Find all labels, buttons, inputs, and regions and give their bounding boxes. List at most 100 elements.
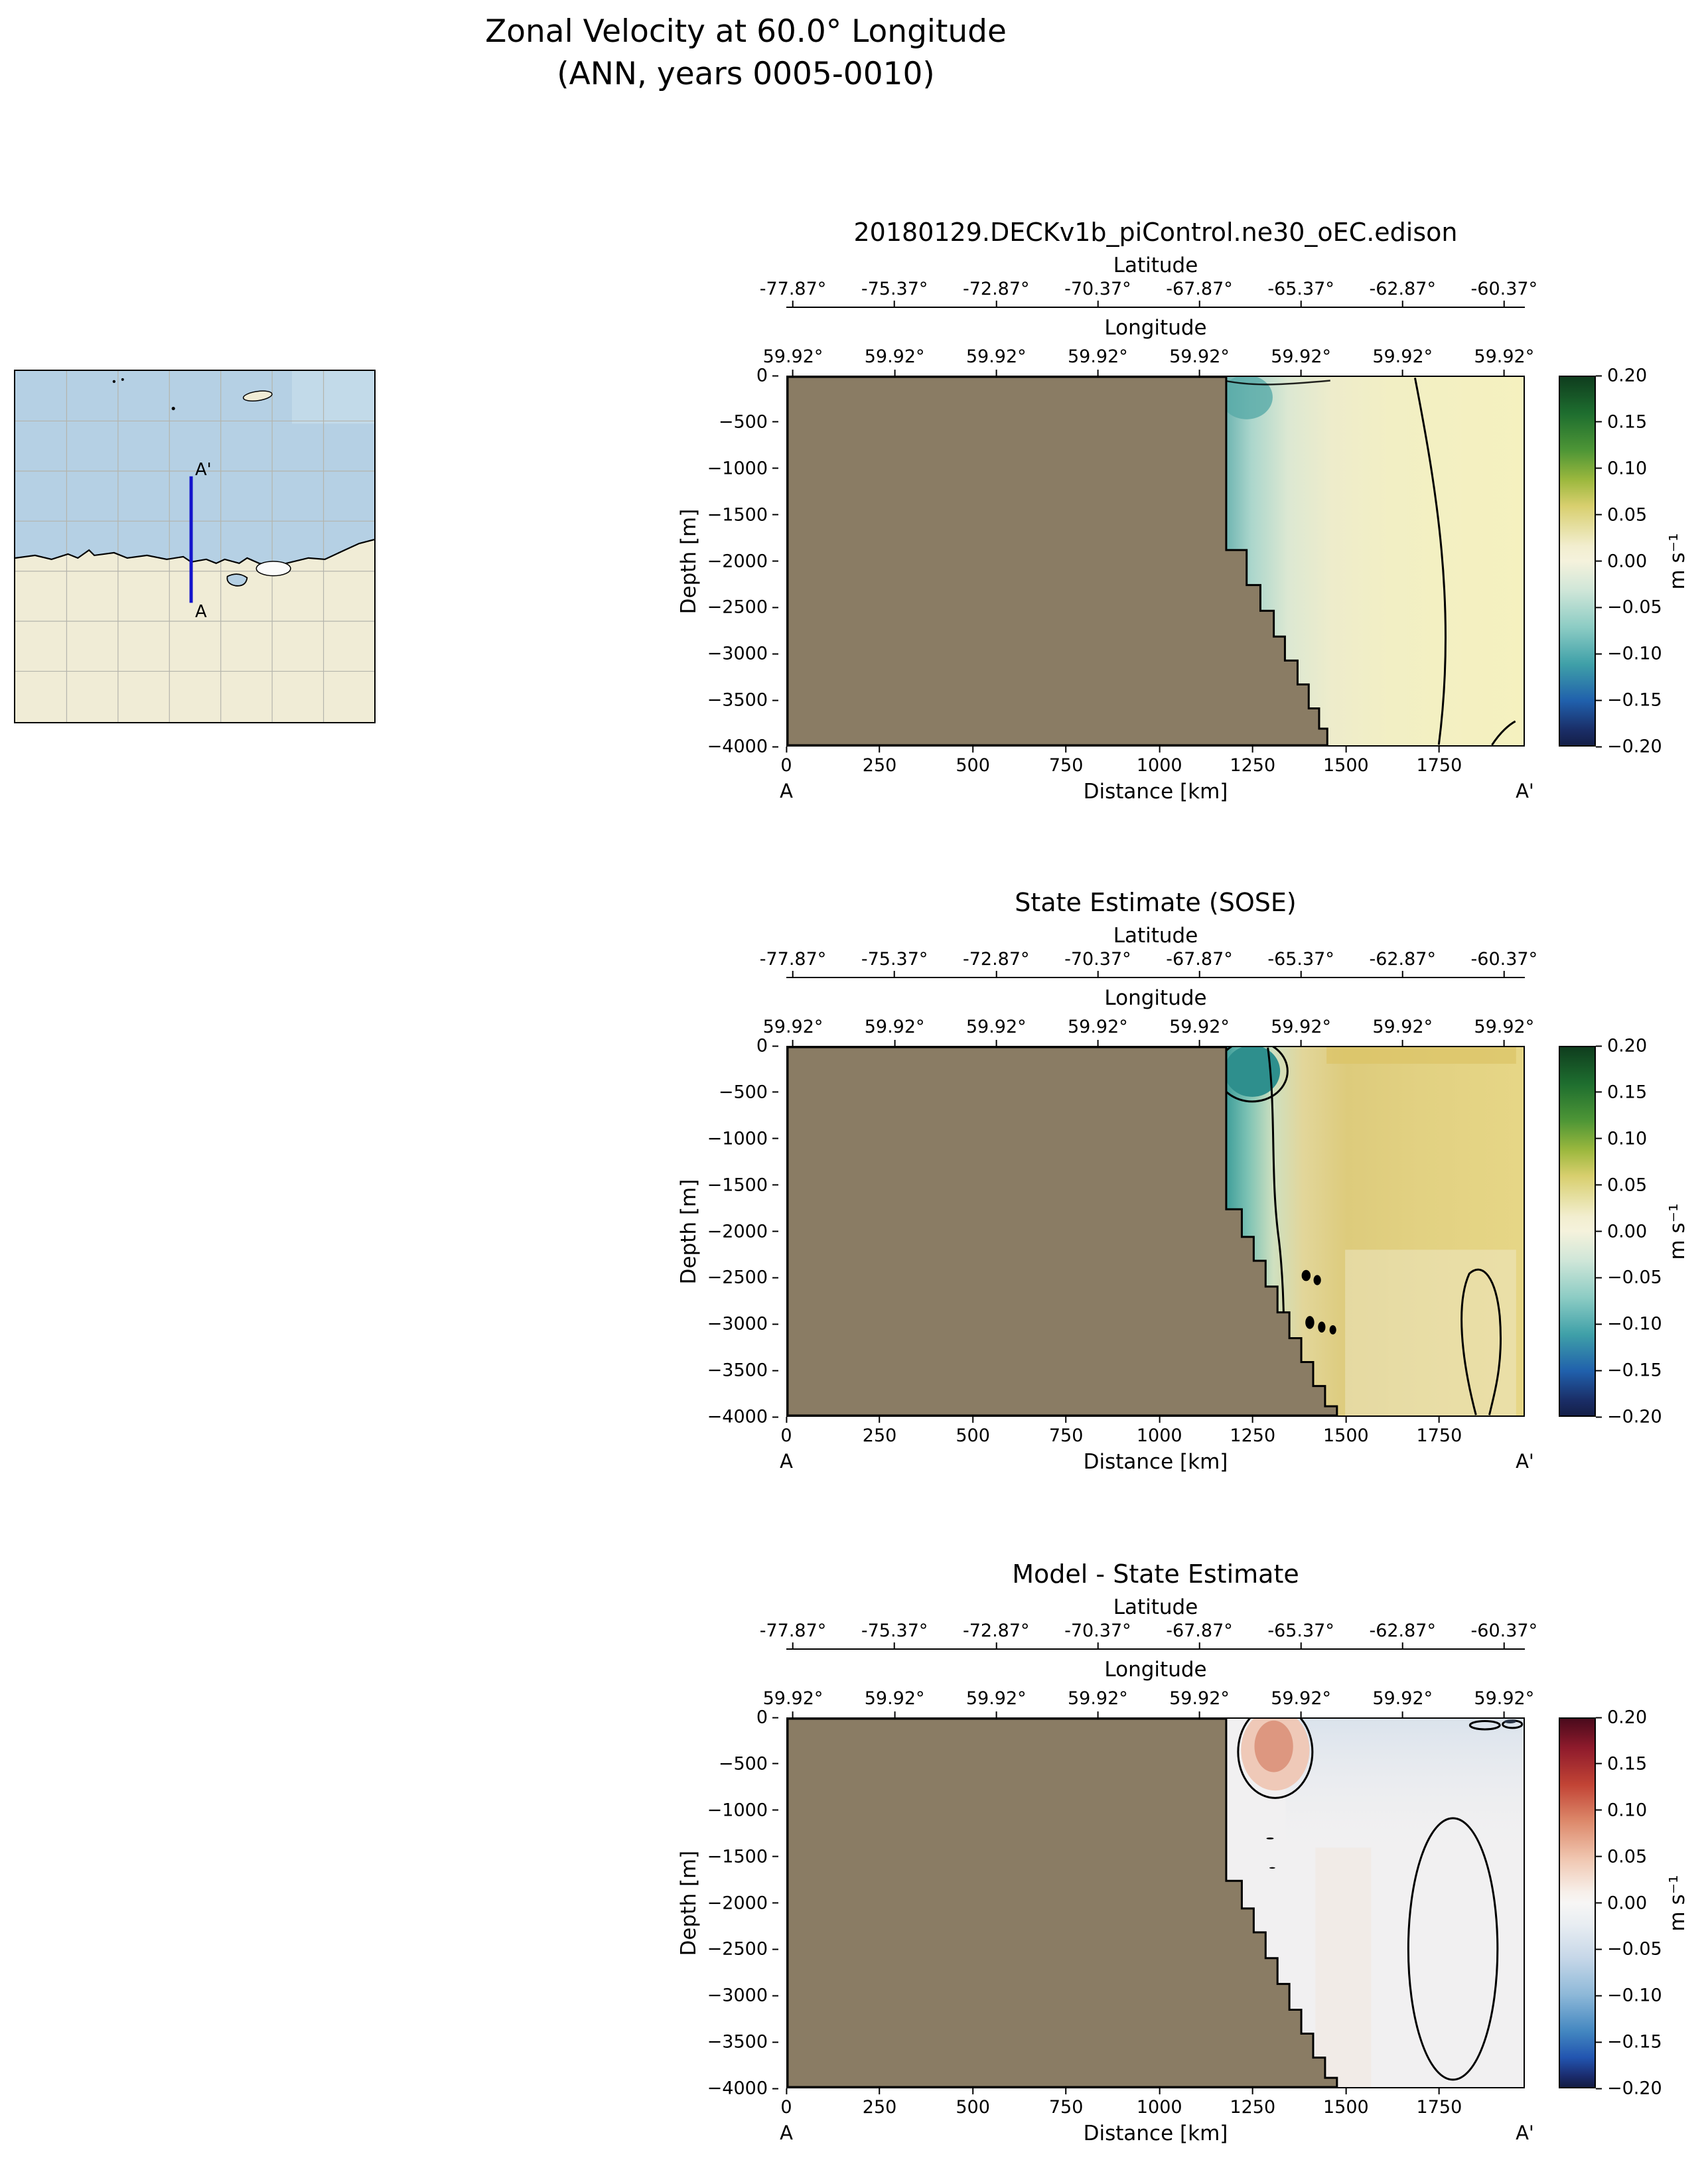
zero-difference-contour	[1408, 1818, 1497, 2080]
transect-endpoints: A A'	[780, 2122, 1534, 2145]
sose-section-heatmap	[788, 1047, 1524, 1415]
colorbar-unit-label: m s⁻¹	[1666, 1203, 1689, 1260]
distance-tick-label: 1250	[1230, 1417, 1275, 1447]
longitude-tick-label: 59.92°	[1271, 346, 1331, 376]
latitude-tick-label: -70.37°	[1064, 1621, 1131, 1648]
colorbar-unit-label: m s⁻¹	[1666, 533, 1689, 590]
distance-tick-label: 0	[780, 1417, 792, 1447]
map-islet	[171, 406, 175, 411]
colorbar-tick-label: −0.05	[1596, 597, 1662, 618]
longitude-tick-label: 59.92°	[763, 346, 823, 376]
latitude-tick-label: -72.87°	[963, 1621, 1030, 1648]
distance-tick-label: 1250	[1230, 2088, 1275, 2119]
zero-contour	[1415, 378, 1445, 745]
distance-ticks: 0 250 500 750 1000 1250 1500 1750	[780, 747, 1525, 777]
depth-tick-label: −1000	[707, 458, 778, 478]
latitude-tick-label: -75.37°	[861, 1621, 928, 1648]
deep-weak-flow-region	[1345, 1250, 1516, 1415]
map-transect-end-label: A'	[195, 460, 212, 480]
distance-tick-label: 1750	[1417, 2088, 1462, 2119]
latitude-axis-label: Latitude	[1113, 924, 1198, 948]
longitude-axis-label: Longitude	[1104, 1658, 1207, 1682]
latitude-tick-label: -72.87°	[963, 279, 1030, 307]
distance-tick-label: 1500	[1323, 2088, 1369, 2119]
distance-tick-label: 250	[863, 2088, 897, 2119]
depth-tick-label: −4000	[707, 1407, 778, 1427]
colorbar-tick-label: −0.15	[1596, 690, 1662, 711]
depth-ticks: 0 −500 −1000 −1500 −2000 −2500 −3000 −3500 −4000	[677, 1707, 778, 2099]
map-inset-svg: A' A	[15, 371, 374, 722]
colorbar-tick-label: 0.05	[1596, 1175, 1647, 1195]
longitude-tick-label: 59.92°	[1474, 1017, 1534, 1046]
shelf-jet-core	[1220, 377, 1273, 419]
depth-axis-label: Depth [m]	[677, 1850, 701, 1956]
depth-axis-label: Depth [m]	[677, 508, 701, 615]
land-mask	[788, 1047, 1337, 1415]
distance-ticks: 0 250 500 750 1000 1250 1500 1750	[780, 2088, 1525, 2119]
latitude-tick-label: -72.87°	[963, 949, 1030, 977]
corner-contour	[1470, 1721, 1500, 1729]
longitude-tick-label: 59.92°	[1474, 1688, 1534, 1717]
depth-tick-label: −2000	[707, 1893, 778, 1913]
closed-contour-lobe	[1462, 1269, 1501, 1415]
longitude-tick-label: 59.92°	[1169, 346, 1230, 376]
distance-tick-label: 1750	[1417, 747, 1462, 777]
corner-contour	[1492, 721, 1515, 745]
longitude-tick-label: 59.92°	[1474, 346, 1534, 376]
difference-section-plot	[786, 1717, 1525, 2088]
transect-endpoints: A A'	[780, 780, 1534, 804]
colorbar-tick-label: −0.10	[1596, 644, 1662, 664]
distance-tick-label: 1500	[1323, 1417, 1369, 1447]
longitude-tick-label: 59.92°	[966, 1017, 1027, 1046]
distance-ticks: 0 250 500 750 1000 1250 1500 1750	[780, 1417, 1525, 1447]
corner-cell	[1504, 1719, 1516, 1723]
distance-tick-label: 500	[956, 747, 990, 777]
longitude-tick-label: 59.92°	[1068, 1017, 1128, 1046]
latitude-tick-label: -70.37°	[1064, 279, 1131, 307]
latitude-axis-line	[786, 1648, 1525, 1650]
map-gridlines	[15, 371, 374, 722]
colorbar-tick-label: −0.20	[1596, 1407, 1662, 1427]
small-closed-cell	[1266, 1837, 1274, 1840]
depth-tick-label: 0	[756, 1036, 778, 1056]
longitude-tick-label: 59.92°	[1068, 1688, 1128, 1717]
map-bay	[226, 573, 248, 587]
colorbar-tick-label: −0.10	[1596, 1986, 1662, 2006]
colorbar-tick-label: 0.20	[1596, 366, 1647, 386]
longitude-tick-label: 59.92°	[1372, 1688, 1433, 1717]
land-mask	[788, 1719, 1337, 2087]
latitude-tick-label: -60.37°	[1471, 279, 1538, 307]
latitude-tick-label: -77.87°	[760, 279, 827, 307]
distance-tick-label: 0	[780, 2088, 792, 2119]
colorbar-tick-label: 0.10	[1596, 458, 1647, 478]
map-coastline	[15, 539, 374, 567]
depth-tick-label: −2500	[707, 1939, 778, 1960]
longitude-tick-label: 59.92°	[865, 346, 925, 376]
colorbar-tick-label: −0.20	[1596, 737, 1662, 757]
map-islet	[121, 378, 124, 381]
latitude-tick-label: -75.37°	[861, 279, 928, 307]
figure-title-line2: (ANN, years 0005-0010)	[557, 56, 935, 92]
map-ocean-light-patch	[291, 371, 374, 424]
distance-tick-label: 750	[1049, 1417, 1084, 1447]
colorbar-tick-label: −0.15	[1596, 2032, 1662, 2053]
latitude-tick-label: -67.87°	[1166, 949, 1233, 977]
depth-tick-label: −3000	[707, 1314, 778, 1335]
colorbar	[1559, 376, 1596, 747]
colorbar-tick-label: 0.15	[1596, 1082, 1647, 1102]
distance-tick-label: 1250	[1230, 747, 1275, 777]
distance-tick-label: 500	[956, 1417, 990, 1447]
depth-ticks: 0 −500 −1000 −1500 −2000 −2500 −3000 −3500 −4000	[677, 366, 778, 757]
latitude-axis-label: Latitude	[1113, 1595, 1198, 1619]
distance-tick-label: 250	[863, 747, 897, 777]
depth-tick-label: −3500	[707, 1360, 778, 1381]
latitude-tick-label: -70.37°	[1064, 949, 1131, 977]
depth-tick-label: 0	[756, 1707, 778, 1728]
panel-title: State Estimate (SOSE)	[1015, 888, 1297, 917]
panel-sose-section: State Estimate (SOSE) Latitude -77.87° -7…	[0, 887, 1708, 1507]
difference-section-heatmap	[788, 1719, 1524, 2087]
surface-contour	[1224, 381, 1330, 385]
longitude-tick-label: 59.92°	[1271, 1688, 1331, 1717]
panel-title: 20180129.DECKv1b_piControl.ne30_oEC.edis…	[853, 218, 1458, 247]
sose-section-plot	[786, 1046, 1525, 1417]
